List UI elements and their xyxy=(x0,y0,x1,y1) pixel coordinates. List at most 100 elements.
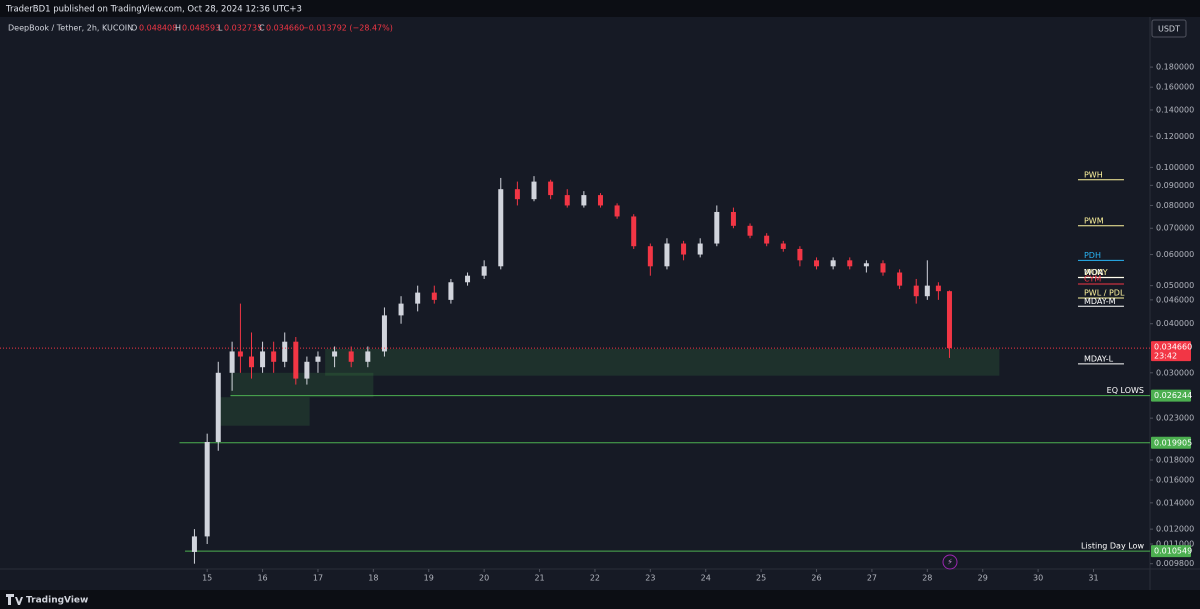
candle-body xyxy=(597,195,603,206)
candle-body xyxy=(880,263,886,273)
candle-body xyxy=(498,189,504,267)
symbol: DeepBook / Tether, 2h, KUCOIN xyxy=(8,24,133,33)
o-value: 0.048408 xyxy=(139,24,177,33)
candle-body xyxy=(332,351,338,357)
candle-body xyxy=(946,291,952,349)
y-tick-label: 0.140000 xyxy=(1156,105,1194,114)
candle-body xyxy=(863,263,869,267)
candle-body xyxy=(697,243,703,255)
top-bar xyxy=(0,0,1200,17)
candle-body xyxy=(764,235,770,244)
candle-body xyxy=(830,260,836,267)
candle-body xyxy=(348,351,354,362)
candle-body xyxy=(647,246,653,267)
y-tick-label: 0.018000 xyxy=(1156,455,1194,464)
y-tick-label: 0.016000 xyxy=(1156,476,1194,485)
o-key: O xyxy=(131,24,137,33)
candle-body xyxy=(237,351,243,357)
y-tick-label: 0.120000 xyxy=(1156,132,1194,141)
candle-body xyxy=(664,243,670,267)
y-tick-label: 0.023000 xyxy=(1156,414,1194,423)
level-label: PWL / PDL xyxy=(1084,289,1125,298)
x-tick-label: 21 xyxy=(534,574,544,583)
y-tick-label: 0.070000 xyxy=(1156,224,1194,233)
candle-body xyxy=(564,195,570,206)
price-badge-label: 0.019905 xyxy=(1154,438,1192,447)
y-tick-label: 0.160000 xyxy=(1156,83,1194,92)
candle-body xyxy=(581,195,587,206)
event-icon[interactable] xyxy=(942,554,958,570)
y-tick-label: 0.180000 xyxy=(1156,63,1194,72)
candle-body xyxy=(448,282,454,300)
candle-body xyxy=(631,216,637,247)
x-tick-label: 19 xyxy=(424,574,434,583)
last-price-label: 0.034660 xyxy=(1154,343,1192,352)
y-tick-label: 0.009800 xyxy=(1156,559,1194,568)
candle-body xyxy=(614,205,620,217)
candle-body xyxy=(415,292,421,304)
candle-body xyxy=(935,285,941,292)
y-tick-label: 0.080000 xyxy=(1156,201,1194,210)
h-key: H xyxy=(175,24,181,33)
y-tick-label: 0.040000 xyxy=(1156,319,1194,328)
x-tick-label: 24 xyxy=(701,574,711,583)
h-value: 0.048593 xyxy=(182,24,220,33)
ohlc-legend: DeepBook / Tether, 2h, KUCOIN O 0.048408… xyxy=(8,24,393,33)
y-tick-label: 0.012000 xyxy=(1156,525,1194,534)
candle-body xyxy=(365,351,371,362)
level-label: EQ LOWS xyxy=(1107,386,1144,395)
y-tick-label: 0.060000 xyxy=(1156,250,1194,259)
candle-body xyxy=(229,351,235,373)
x-tick-label: 26 xyxy=(811,574,821,583)
candle-body xyxy=(204,441,210,537)
y-tick-label: 0.090000 xyxy=(1156,181,1194,190)
candle-body xyxy=(304,361,310,379)
level-label: PWH xyxy=(1084,170,1103,179)
x-tick-label: 15 xyxy=(202,574,212,583)
event-icon-glyph: ⚡ xyxy=(947,558,953,567)
candle-body xyxy=(248,356,254,368)
c-key: C xyxy=(259,24,265,33)
l-value: 0.032735 xyxy=(224,24,262,33)
brand: TradingView xyxy=(26,596,88,606)
x-tick-label: 18 xyxy=(368,574,378,583)
candle-body xyxy=(714,211,720,244)
x-tick-label: 17 xyxy=(313,574,323,583)
x-tick-label: 23 xyxy=(645,574,655,583)
candle-body xyxy=(271,351,277,362)
y-tick-label: 0.046000 xyxy=(1156,295,1194,304)
price-badge-label: 0.010549 xyxy=(1154,547,1192,556)
candle-body xyxy=(282,341,288,362)
x-tick-label: 22 xyxy=(590,574,600,583)
footer xyxy=(0,590,1200,609)
candle-body xyxy=(293,341,299,379)
candle-body xyxy=(514,189,520,200)
y-tick-label: 0.050000 xyxy=(1156,281,1194,290)
c-value: 0.034660 xyxy=(266,24,304,33)
currency-box xyxy=(1151,19,1187,38)
candle-body xyxy=(548,181,554,196)
level-label: CYM xyxy=(1084,274,1101,283)
logo xyxy=(6,594,23,605)
candle-body xyxy=(924,285,930,297)
x-tick-label: 27 xyxy=(867,574,877,583)
candle-body xyxy=(315,356,321,362)
candle-body xyxy=(381,315,387,352)
candle-body xyxy=(465,275,471,283)
zone xyxy=(325,348,1000,376)
x-tick-label: 31 xyxy=(1088,574,1098,583)
level-label: MON xyxy=(1084,268,1103,277)
candle-body xyxy=(897,272,903,286)
candle-body xyxy=(260,351,266,368)
level-label: MDAY-L xyxy=(1084,354,1114,363)
y-tick-label: 0.014000 xyxy=(1156,498,1194,507)
y-tick-label: 0.011000 xyxy=(1156,539,1194,548)
x-tick-label: 20 xyxy=(479,574,489,583)
price-badge xyxy=(1151,389,1191,402)
x-tick-label: 25 xyxy=(756,574,766,583)
x-tick-label: 16 xyxy=(257,574,267,583)
price-badge xyxy=(1151,436,1191,449)
level-label: WDAY xyxy=(1084,268,1108,277)
candle-body xyxy=(730,211,736,226)
